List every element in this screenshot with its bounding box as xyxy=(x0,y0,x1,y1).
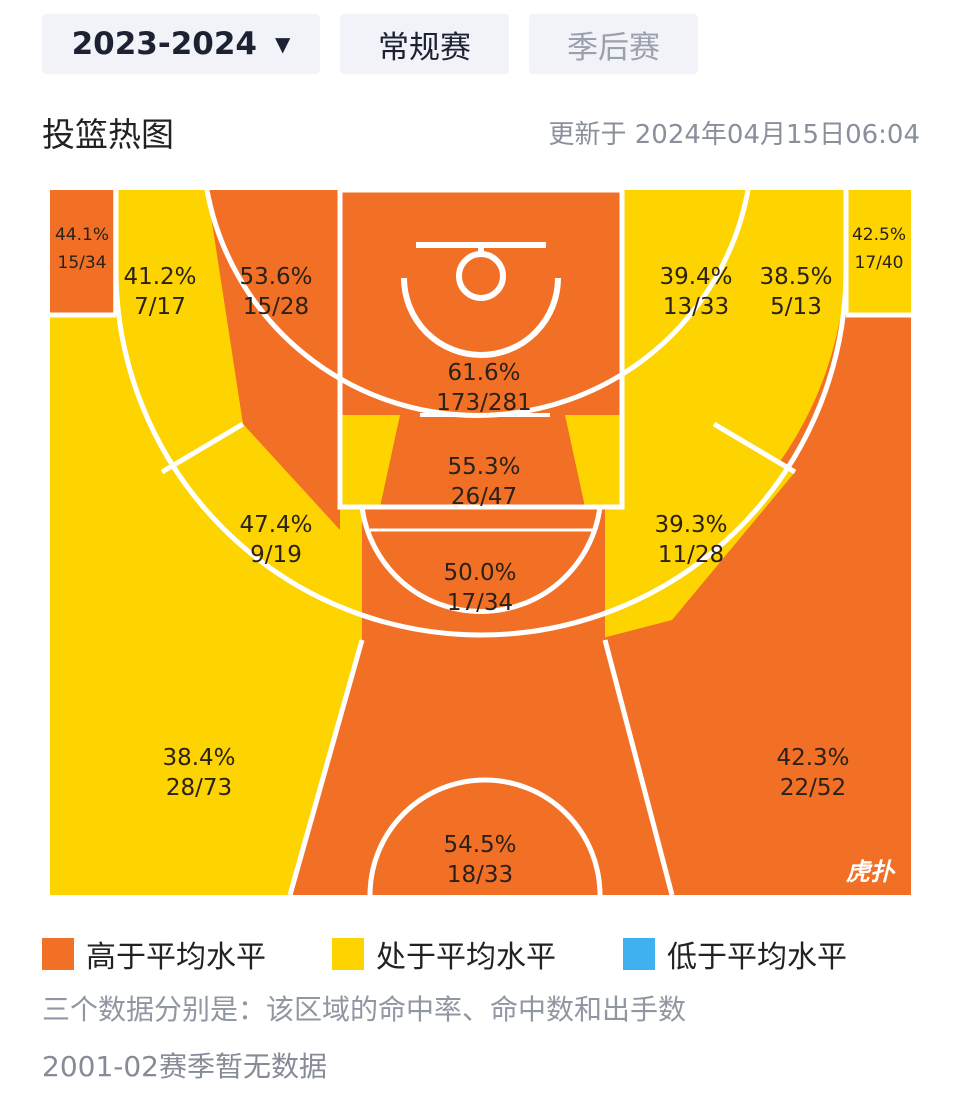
label-left-wing-mid-ratio: 9/19 xyxy=(250,542,302,568)
zone-top-key xyxy=(362,507,605,640)
legend-below-label: 低于平均水平 xyxy=(667,940,847,975)
page-title: 投篮热图 xyxy=(42,115,174,154)
zone-paint xyxy=(380,415,585,507)
label-top-key-ratio: 17/34 xyxy=(447,590,513,616)
label-left-long-mid-pct: 41.2% xyxy=(123,264,196,290)
season-value: 2023-2024 xyxy=(71,26,258,62)
legend-average: 处于平均水平 xyxy=(332,932,556,976)
label-left-short-mid-ratio: 15/28 xyxy=(243,294,309,320)
zone-left-corner-mid xyxy=(50,190,113,315)
label-right-long-mid-ratio: 5/13 xyxy=(770,294,822,320)
label-top-three-ratio: 18/33 xyxy=(447,862,513,888)
zone-top-three xyxy=(290,640,672,895)
label-restricted-ratio: 173/281 xyxy=(436,390,532,416)
season-tabs: 2023-2024 ▼ 常规赛 季后赛 xyxy=(0,0,960,90)
label-paint-pct: 55.3% xyxy=(447,454,520,480)
label-restricted-pct: 61.6% xyxy=(447,360,520,386)
legend: 高于平均水平 处于平均水平 低于平均水平 xyxy=(0,932,960,975)
tab-regular-season[interactable]: 常规赛 xyxy=(340,14,509,74)
legend-average-swatch xyxy=(332,938,364,970)
label-right-short-mid-ratio: 13/33 xyxy=(663,294,729,320)
label-right-wing-mid-ratio: 11/28 xyxy=(658,542,724,568)
zone-right-corner-mid xyxy=(846,190,911,315)
label-left-short-mid-pct: 53.6% xyxy=(239,264,312,290)
update-timestamp: 更新于 2024年04月15日06:04 xyxy=(548,120,920,150)
legend-above-swatch xyxy=(42,938,74,970)
label-top-key-pct: 50.0% xyxy=(443,560,516,586)
season-dropdown[interactable]: 2023-2024 ▼ xyxy=(42,14,320,74)
zone-left-long-mid xyxy=(113,190,207,315)
zone-restricted-area xyxy=(340,190,622,415)
label-right-three-pct: 42.3% xyxy=(776,745,849,771)
tab-playoffs[interactable]: 季后赛 xyxy=(529,14,698,74)
label-left-corner-mid-pct: 44.1% xyxy=(55,225,109,245)
label-left-three-pct: 38.4% xyxy=(162,745,235,771)
legend-below-swatch xyxy=(623,938,655,970)
hupu-watermark: 虎扑 xyxy=(846,858,896,886)
label-right-corner-mid-ratio: 17/40 xyxy=(855,253,904,273)
legend-below: 低于平均水平 xyxy=(623,932,847,976)
label-right-short-mid-pct: 39.4% xyxy=(659,264,732,290)
legend-above: 高于平均水平 xyxy=(42,932,266,976)
label-right-three-ratio: 22/52 xyxy=(780,775,846,801)
label-right-corner-mid-pct: 42.5% xyxy=(852,225,906,245)
court-lines xyxy=(50,190,911,895)
legend-average-label: 处于平均水平 xyxy=(376,940,556,975)
label-top-three-pct: 54.5% xyxy=(443,832,516,858)
legend-above-label: 高于平均水平 xyxy=(86,940,266,975)
no-data-notice: 2001-02赛季暂无数据 xyxy=(42,1050,327,1083)
label-left-three-ratio: 28/73 xyxy=(166,775,232,801)
shot-heatmap: 44.1% 15/34 42.5% 17/40 41.2% 7/17 53.6%… xyxy=(50,190,911,895)
basket xyxy=(401,242,561,358)
label-left-long-mid-ratio: 7/17 xyxy=(134,294,186,320)
label-right-wing-mid-pct: 39.3% xyxy=(654,512,727,538)
zone-right-long-mid xyxy=(748,190,846,315)
data-explanation: 三个数据分别是：该区域的命中率、命中数和出手数 xyxy=(42,993,687,1026)
label-paint-ratio: 26/47 xyxy=(451,484,517,510)
label-right-long-mid-pct: 38.5% xyxy=(759,264,832,290)
label-left-corner-mid-ratio: 15/34 xyxy=(58,253,107,273)
court-svg: 44.1% 15/34 42.5% 17/40 41.2% 7/17 53.6%… xyxy=(50,190,911,895)
chevron-down-icon: ▼ xyxy=(275,32,291,56)
label-left-wing-mid-pct: 47.4% xyxy=(239,512,312,538)
